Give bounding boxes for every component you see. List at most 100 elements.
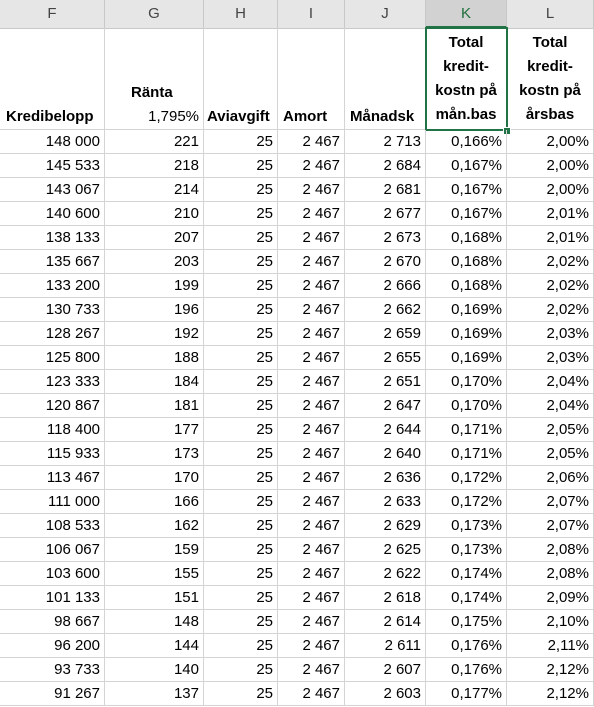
table-cell[interactable]: 2,05% — [507, 442, 594, 466]
table-cell[interactable]: 177 — [105, 418, 204, 442]
table-cell[interactable]: 0,171% — [426, 418, 507, 442]
table-cell[interactable]: 2 673 — [345, 226, 426, 250]
table-cell[interactable]: 159 — [105, 538, 204, 562]
table-cell[interactable]: 2,04% — [507, 370, 594, 394]
table-cell[interactable]: 0,177% — [426, 682, 507, 706]
table-cell[interactable]: 91 267 — [0, 682, 105, 706]
table-cell[interactable]: 98 667 — [0, 610, 105, 634]
column-header-f[interactable]: F — [0, 0, 105, 28]
table-cell[interactable]: 25 — [204, 322, 278, 346]
table-cell[interactable]: 2 467 — [278, 274, 345, 298]
table-cell[interactable]: 2 666 — [345, 274, 426, 298]
table-cell[interactable]: 101 133 — [0, 586, 105, 610]
table-cell[interactable]: 25 — [204, 562, 278, 586]
table-cell[interactable]: 2 467 — [278, 202, 345, 226]
table-cell[interactable]: 0,169% — [426, 346, 507, 370]
table-cell[interactable]: 0,168% — [426, 226, 507, 250]
table-cell[interactable]: 25 — [204, 514, 278, 538]
table-cell[interactable]: 25 — [204, 634, 278, 658]
table-cell[interactable]: 25 — [204, 442, 278, 466]
table-cell[interactable]: 2,00% — [507, 178, 594, 202]
table-cell[interactable]: 170 — [105, 466, 204, 490]
column-header-k[interactable]: K — [426, 0, 507, 28]
table-cell[interactable]: 2 607 — [345, 658, 426, 682]
table-cell[interactable]: 162 — [105, 514, 204, 538]
table-cell[interactable]: 2 625 — [345, 538, 426, 562]
table-cell[interactable]: 2,02% — [507, 298, 594, 322]
table-cell[interactable]: 221 — [105, 130, 204, 154]
table-cell[interactable]: 145 533 — [0, 154, 105, 178]
table-cell[interactable]: 2 651 — [345, 370, 426, 394]
table-cell[interactable]: 115 933 — [0, 442, 105, 466]
table-cell[interactable]: 2 662 — [345, 298, 426, 322]
table-cell[interactable]: 25 — [204, 466, 278, 490]
table-cell[interactable]: 188 — [105, 346, 204, 370]
table-cell[interactable]: 0,172% — [426, 490, 507, 514]
table-cell[interactable]: 0,167% — [426, 178, 507, 202]
table-cell[interactable]: 2 644 — [345, 418, 426, 442]
table-cell[interactable]: 0,169% — [426, 298, 507, 322]
table-cell[interactable]: 2,03% — [507, 346, 594, 370]
table-cell[interactable]: 25 — [204, 202, 278, 226]
header-cell-total-kreditkostn-manbas[interactable]: Total kredit-kostn på mån.bas — [426, 28, 507, 130]
table-cell[interactable]: 2,07% — [507, 490, 594, 514]
table-cell[interactable]: 144 — [105, 634, 204, 658]
table-cell[interactable]: 111 000 — [0, 490, 105, 514]
table-cell[interactable]: 2 614 — [345, 610, 426, 634]
table-cell[interactable]: 25 — [204, 154, 278, 178]
table-cell[interactable]: 2 467 — [278, 514, 345, 538]
header-cell-aviavgift[interactable]: Aviavgift — [204, 28, 278, 130]
table-cell[interactable]: 0,168% — [426, 250, 507, 274]
table-cell[interactable]: 192 — [105, 322, 204, 346]
column-header-j[interactable]: J — [345, 0, 426, 28]
table-cell[interactable]: 214 — [105, 178, 204, 202]
header-cell-total-kreditkostn-arsbas[interactable]: Total kredit-kostn på årsbas — [507, 28, 594, 130]
table-cell[interactable]: 2,08% — [507, 538, 594, 562]
table-cell[interactable]: 2 647 — [345, 394, 426, 418]
table-cell[interactable]: 173 — [105, 442, 204, 466]
table-cell[interactable]: 25 — [204, 490, 278, 514]
table-cell[interactable]: 2 467 — [278, 634, 345, 658]
table-cell[interactable]: 2 622 — [345, 562, 426, 586]
column-header-h[interactable]: H — [204, 0, 278, 28]
table-cell[interactable]: 2 467 — [278, 394, 345, 418]
table-cell[interactable]: 25 — [204, 178, 278, 202]
table-cell[interactable]: 2 467 — [278, 322, 345, 346]
table-cell[interactable]: 2,03% — [507, 322, 594, 346]
table-cell[interactable]: 2 633 — [345, 490, 426, 514]
table-cell[interactable]: 25 — [204, 418, 278, 442]
table-cell[interactable]: 2,02% — [507, 274, 594, 298]
table-cell[interactable]: 25 — [204, 586, 278, 610]
table-cell[interactable]: 25 — [204, 130, 278, 154]
table-cell[interactable]: 140 — [105, 658, 204, 682]
table-cell[interactable]: 2 467 — [278, 250, 345, 274]
table-cell[interactable]: 0,172% — [426, 466, 507, 490]
table-cell[interactable]: 155 — [105, 562, 204, 586]
table-cell[interactable]: 113 467 — [0, 466, 105, 490]
table-cell[interactable]: 2 467 — [278, 466, 345, 490]
table-cell[interactable]: 2 655 — [345, 346, 426, 370]
table-cell[interactable]: 25 — [204, 250, 278, 274]
table-cell[interactable]: 2,12% — [507, 658, 594, 682]
table-cell[interactable]: 125 800 — [0, 346, 105, 370]
table-cell[interactable]: 2 677 — [345, 202, 426, 226]
table-cell[interactable]: 0,176% — [426, 658, 507, 682]
table-cell[interactable]: 2 467 — [278, 418, 345, 442]
table-cell[interactable]: 25 — [204, 226, 278, 250]
table-cell[interactable]: 2,00% — [507, 130, 594, 154]
table-cell[interactable]: 2 618 — [345, 586, 426, 610]
table-cell[interactable]: 2 467 — [278, 586, 345, 610]
fill-handle[interactable] — [503, 127, 511, 135]
table-cell[interactable]: 2,11% — [507, 634, 594, 658]
table-cell[interactable]: 199 — [105, 274, 204, 298]
table-cell[interactable]: 2 659 — [345, 322, 426, 346]
table-cell[interactable]: 25 — [204, 682, 278, 706]
table-cell[interactable]: 2 467 — [278, 562, 345, 586]
table-cell[interactable]: 0,173% — [426, 514, 507, 538]
table-cell[interactable]: 137 — [105, 682, 204, 706]
table-cell[interactable]: 2,07% — [507, 514, 594, 538]
table-cell[interactable]: 2 636 — [345, 466, 426, 490]
table-cell[interactable]: 140 600 — [0, 202, 105, 226]
table-cell[interactable]: 0,166% — [426, 130, 507, 154]
table-cell[interactable]: 2 467 — [278, 490, 345, 514]
